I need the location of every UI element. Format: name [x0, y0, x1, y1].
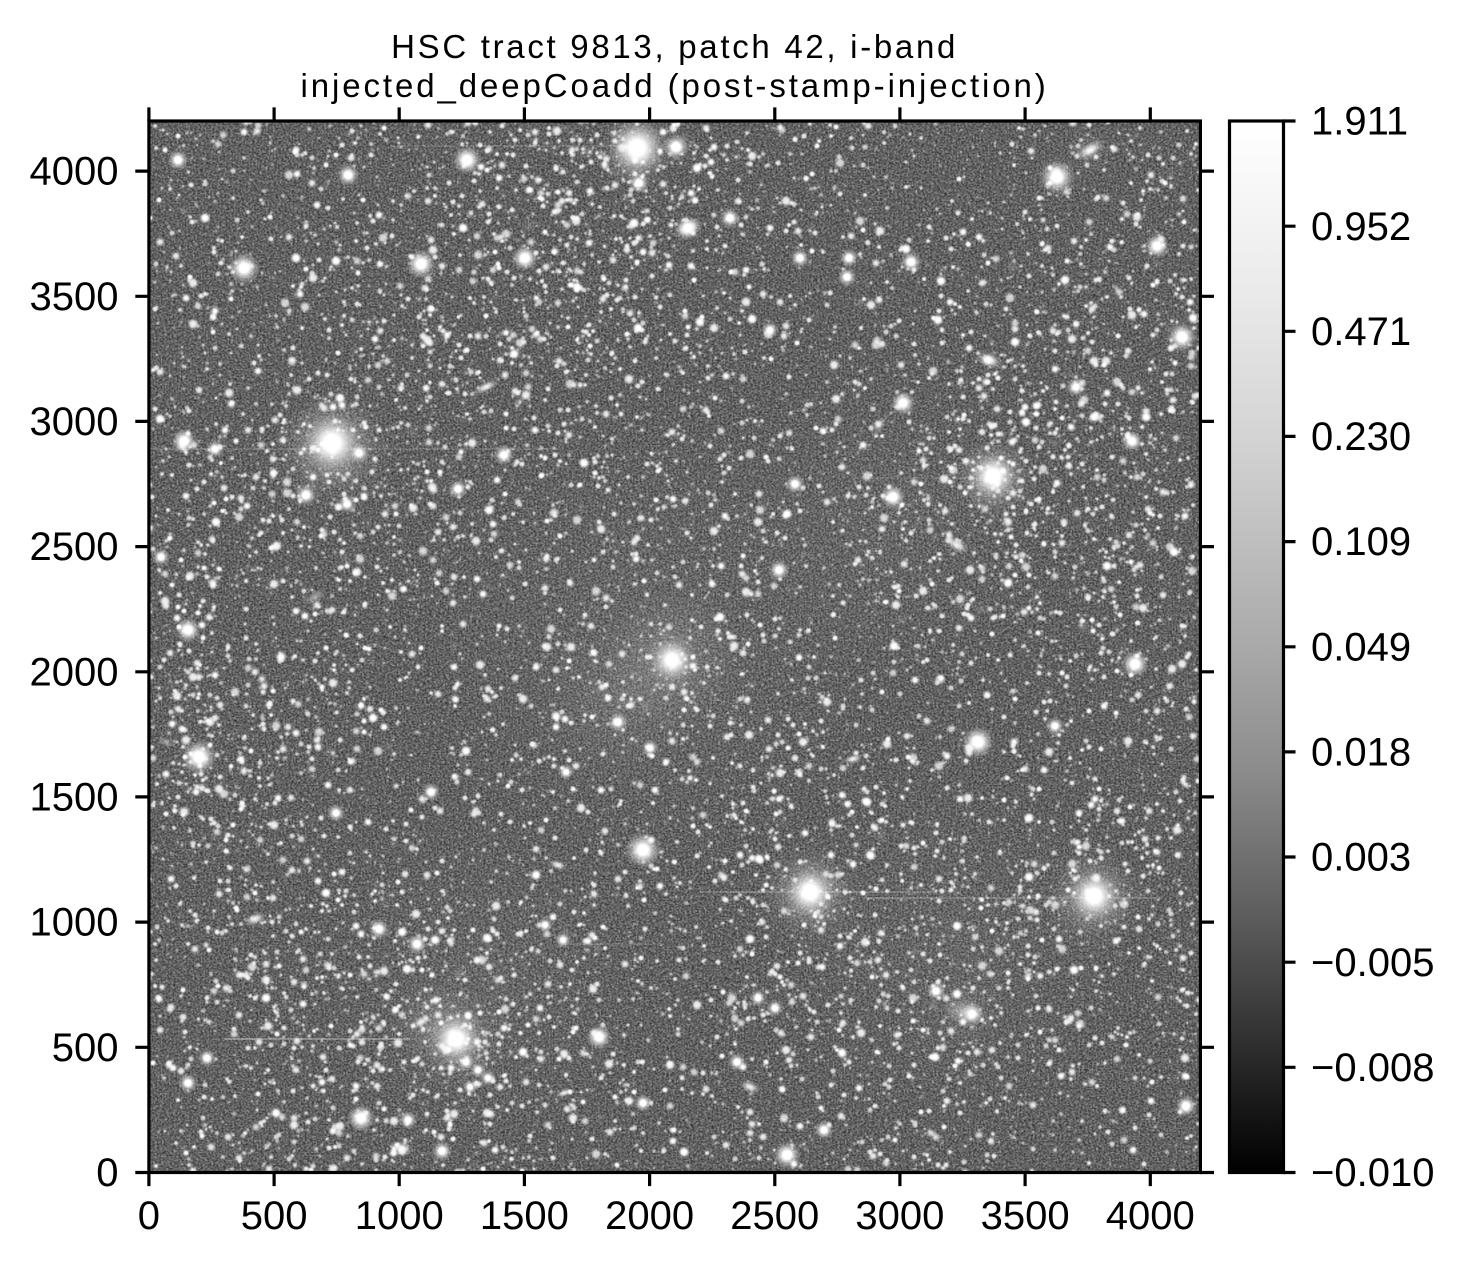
- svg-text:HSC tract 9813, patch 42, i-ba: HSC tract 9813, patch 42, i-band: [391, 28, 958, 65]
- svg-text:3500: 3500: [30, 275, 119, 319]
- svg-text:1500: 1500: [30, 776, 119, 820]
- svg-text:1000: 1000: [355, 1194, 444, 1238]
- svg-text:0.230: 0.230: [1311, 415, 1411, 459]
- svg-text:0.109: 0.109: [1311, 520, 1411, 564]
- svg-text:0.049: 0.049: [1311, 625, 1411, 669]
- svg-text:−0.005: −0.005: [1311, 941, 1434, 985]
- svg-text:−0.010: −0.010: [1311, 1151, 1434, 1195]
- svg-text:injected_deepCoadd (post-stamp: injected_deepCoadd (post-stamp-injection…: [301, 67, 1049, 104]
- svg-text:3500: 3500: [981, 1194, 1070, 1238]
- svg-text:0.471: 0.471: [1311, 310, 1411, 354]
- svg-text:4000: 4000: [30, 150, 119, 194]
- svg-text:0.952: 0.952: [1311, 205, 1411, 249]
- svg-text:2500: 2500: [30, 525, 119, 569]
- svg-text:3000: 3000: [855, 1194, 944, 1238]
- svg-text:500: 500: [241, 1194, 308, 1238]
- svg-text:500: 500: [52, 1026, 119, 1070]
- svg-text:2000: 2000: [605, 1194, 694, 1238]
- svg-text:0: 0: [96, 1151, 118, 1195]
- svg-text:2000: 2000: [30, 650, 119, 694]
- svg-text:1000: 1000: [30, 901, 119, 945]
- svg-text:0.003: 0.003: [1311, 836, 1411, 880]
- svg-text:1.911: 1.911: [1311, 100, 1408, 144]
- svg-text:0.018: 0.018: [1311, 731, 1411, 775]
- svg-text:1500: 1500: [480, 1194, 569, 1238]
- svg-text:2500: 2500: [730, 1194, 819, 1238]
- svg-text:3000: 3000: [30, 400, 119, 444]
- svg-text:4000: 4000: [1106, 1194, 1195, 1238]
- svg-text:−0.008: −0.008: [1311, 1046, 1434, 1090]
- svg-text:0: 0: [138, 1194, 160, 1238]
